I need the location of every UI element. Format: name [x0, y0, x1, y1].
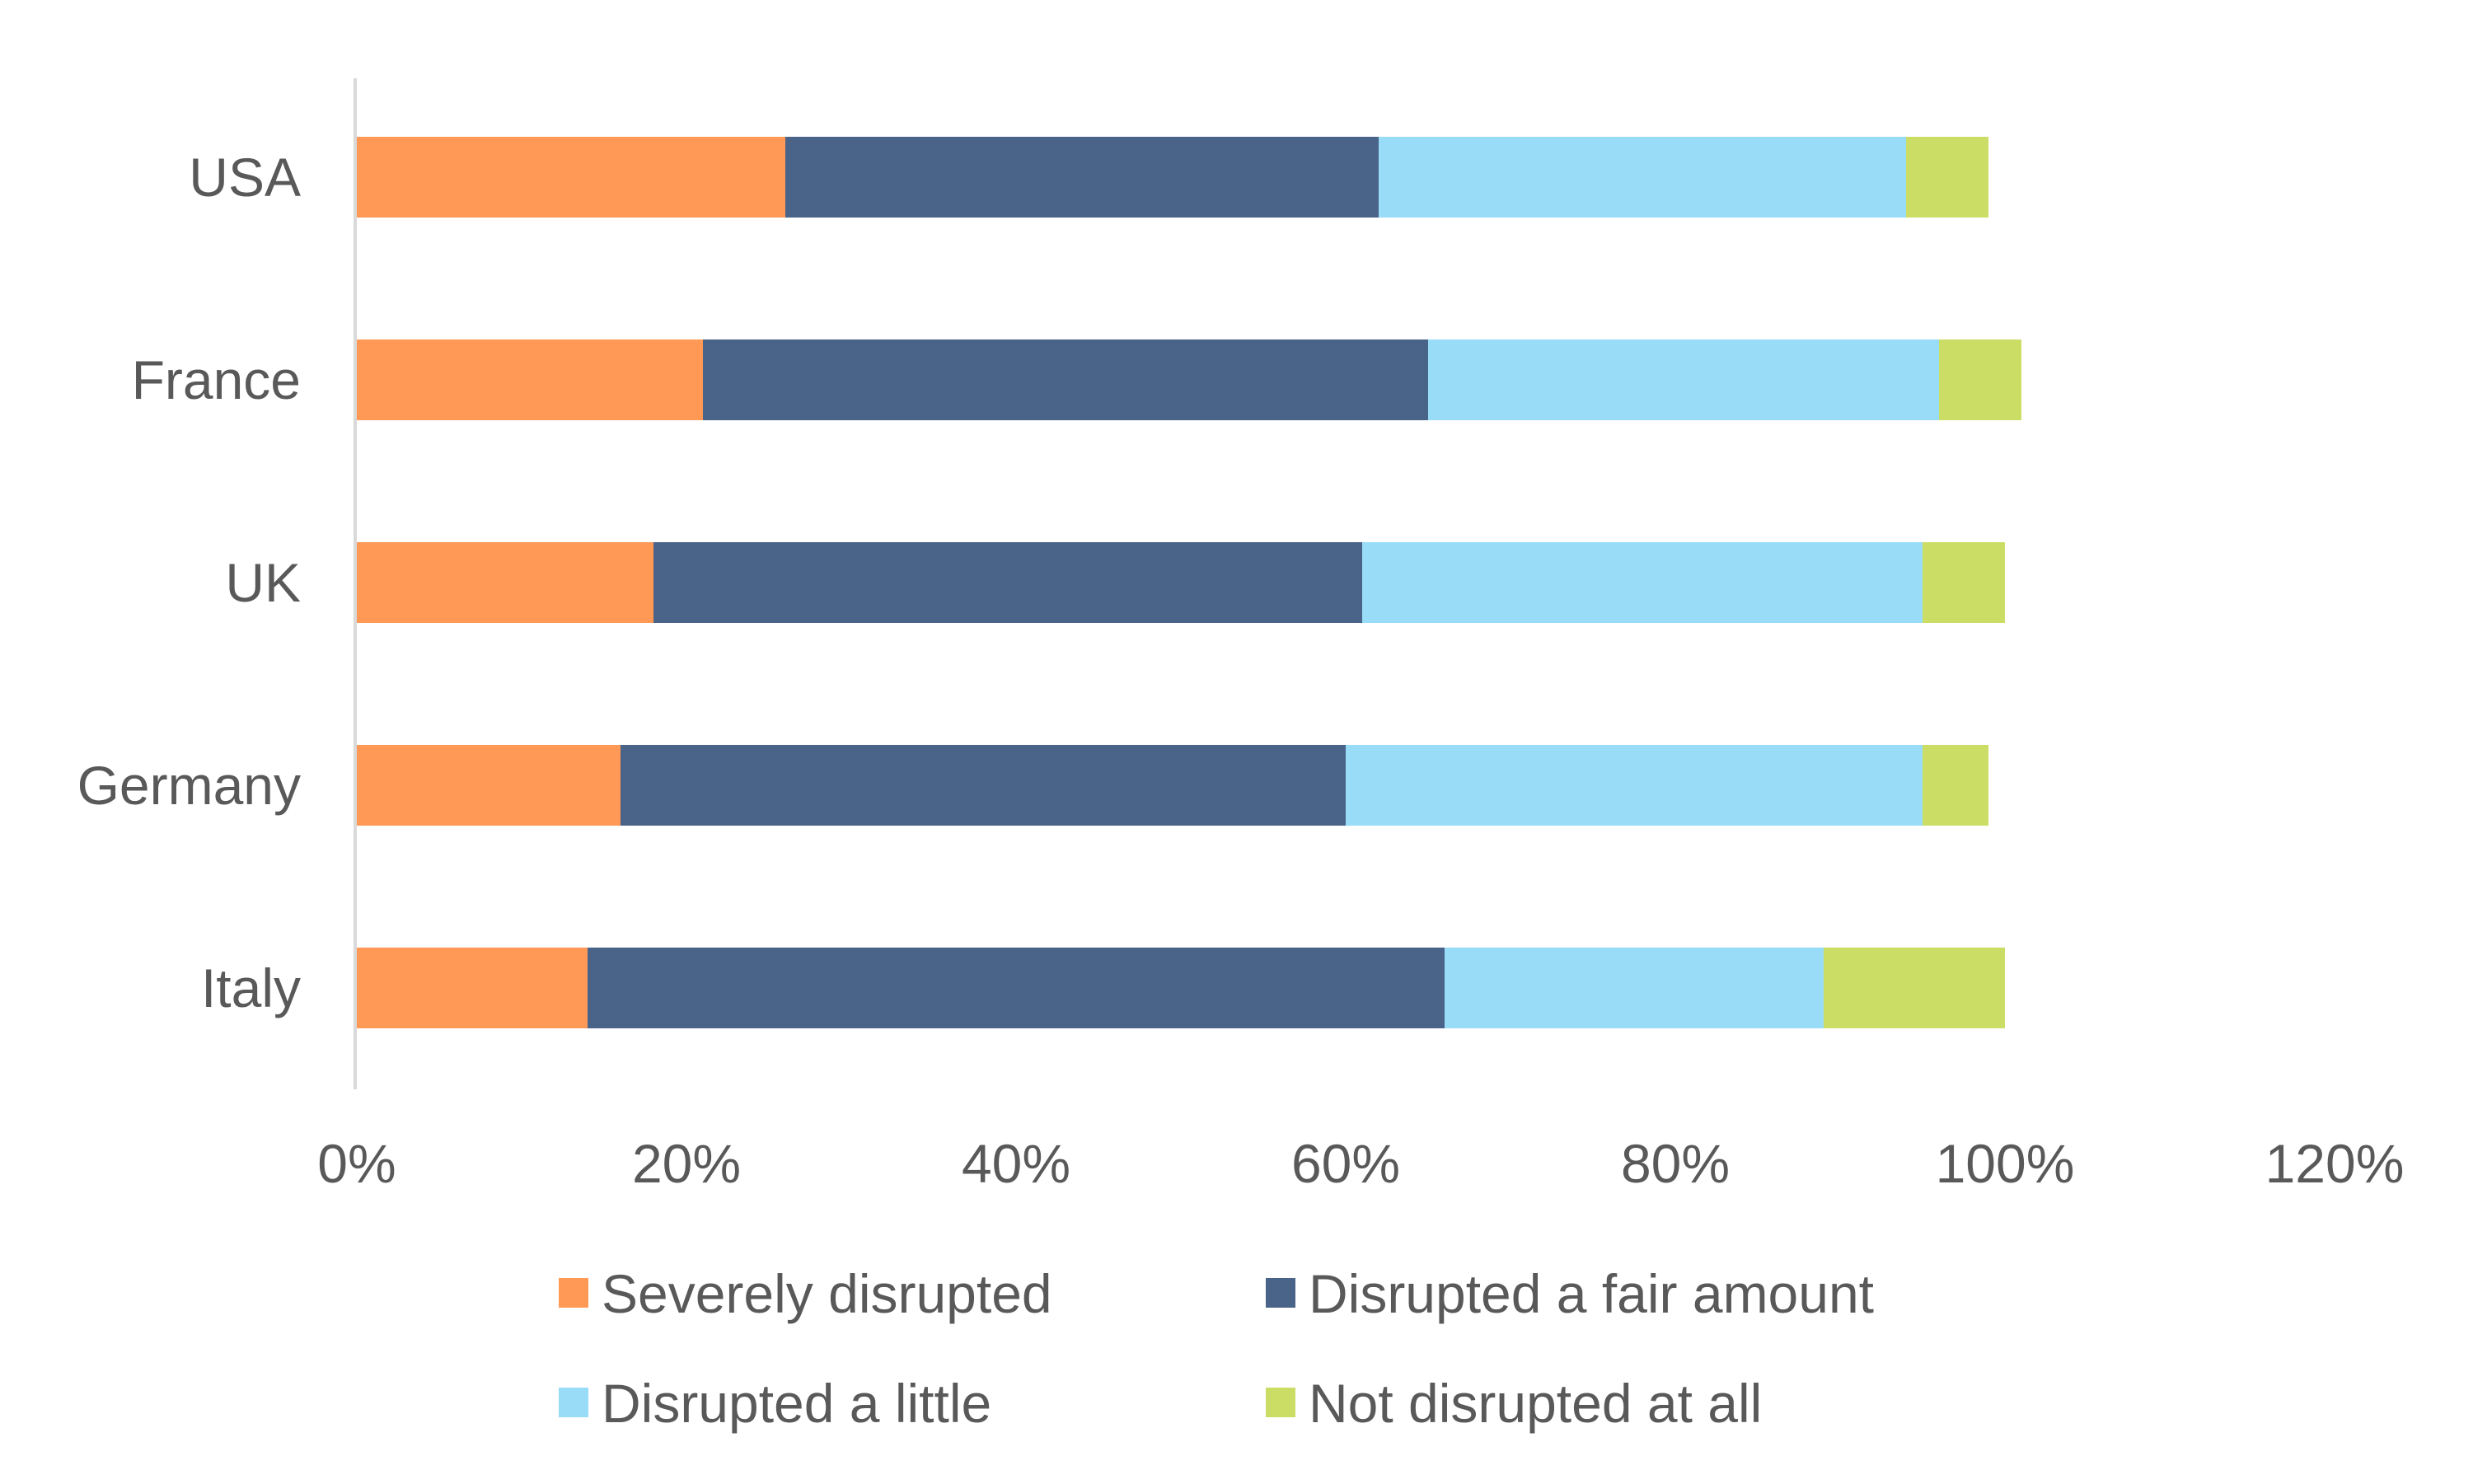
bars-group — [357, 137, 2021, 1028]
x-tick-label: 80% — [1621, 1133, 1730, 1194]
x-tick-label: 40% — [962, 1133, 1070, 1194]
x-tick-label: 0% — [317, 1133, 396, 1194]
bar-segment-france-series-4 — [1939, 339, 2021, 420]
bar-segment-usa-series-3 — [1379, 137, 1906, 218]
bar-segment-italy-series-4 — [1824, 948, 2005, 1028]
bar-segment-germany-series-3 — [1346, 745, 1923, 826]
bar-segment-uk-series-4 — [1923, 542, 2005, 623]
category-label: Italy — [201, 957, 301, 1018]
bar-segment-italy-series-1 — [357, 948, 588, 1028]
bar-segment-france-series-1 — [357, 339, 703, 420]
x-tick-label: 100% — [1936, 1133, 2075, 1194]
legend: Severely disrupted Disrupted a fair amoun… — [559, 1263, 1874, 1434]
bar-segment-france-series-3 — [1428, 339, 1939, 420]
bar-segment-germany-series-1 — [357, 745, 621, 826]
legend-swatch — [1266, 1388, 1295, 1417]
bar-segment-italy-series-3 — [1445, 948, 1824, 1028]
legend-swatch — [559, 1278, 588, 1308]
x-tick-label: 120% — [2265, 1133, 2405, 1194]
category-label: France — [132, 349, 301, 410]
category-label: USA — [189, 147, 301, 208]
x-axis-tick-labels: 0% 20% 40% 60% 80% 100% 120% — [317, 1133, 2404, 1194]
legend-label: Disrupted a little — [602, 1373, 991, 1434]
x-tick-label: 60% — [1291, 1133, 1400, 1194]
bar-segment-germany-series-2 — [621, 745, 1346, 826]
x-tick-label: 20% — [632, 1133, 741, 1194]
bar-segment-usa-series-1 — [357, 137, 785, 218]
legend-label: Not disrupted at all — [1309, 1373, 1762, 1434]
category-label: Germany — [77, 755, 301, 816]
bar-segment-usa-series-4 — [1906, 137, 1988, 218]
bar-segment-uk-series-2 — [653, 542, 1362, 623]
bar-segment-italy-series-2 — [588, 948, 1445, 1028]
legend-swatch — [559, 1388, 588, 1417]
legend-label: Severely disrupted — [602, 1263, 1052, 1324]
legend-label: Disrupted a fair amount — [1309, 1263, 1874, 1324]
category-label: UK — [225, 552, 301, 613]
bar-segment-germany-series-4 — [1923, 745, 1988, 826]
legend-swatch — [1266, 1278, 1295, 1308]
bar-segment-uk-series-1 — [357, 542, 653, 623]
bar-segment-france-series-2 — [703, 339, 1428, 420]
category-labels: USA France UK Germany Italy — [77, 147, 301, 1018]
bar-segment-usa-series-2 — [785, 137, 1379, 218]
bar-segment-uk-series-3 — [1362, 542, 1923, 623]
